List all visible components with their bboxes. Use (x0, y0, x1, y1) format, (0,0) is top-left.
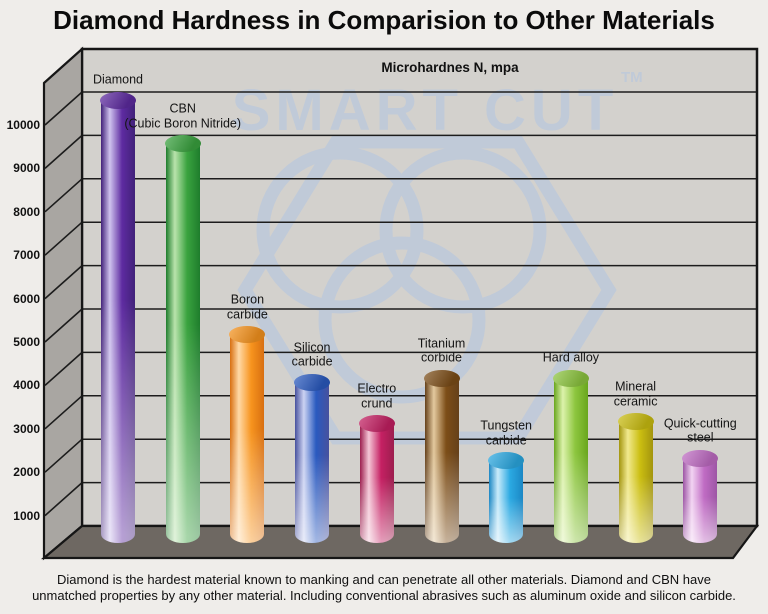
bar-cylinder-boron-carbide (230, 334, 265, 543)
bar-label-cbn-cubic-boron-nitride: CBN (Cubic Boron Nitride) (124, 101, 242, 131)
watermark-logo-ring-right (379, 146, 547, 314)
bar-label-boron-carbide: Boron carbide (226, 292, 268, 321)
tick-hatch-8000 (44, 178, 83, 213)
tick-hatch-5000 (44, 308, 83, 343)
y-tick-label-4000: 4000 (13, 378, 40, 393)
y-tick-label-2000: 2000 (13, 465, 40, 480)
bar-cylinder-tungsten-carbide (489, 460, 524, 543)
trademark-symbol: TM (621, 69, 643, 86)
chart-caption: Diamond is the hardest material known to… (32, 572, 736, 604)
bar-top-ellipse-silicon-carbide (294, 374, 331, 392)
tick-hatch-6000 (44, 265, 83, 300)
watermark-brand-text: SMART CUT (232, 78, 619, 143)
bar-top-ellipse-electro-crund (358, 415, 395, 433)
y-tick-label-1000: 1000 (13, 508, 40, 523)
bar-top-ellipse-boron-carbide (229, 326, 266, 344)
y-tick-label-10000: 10000 (6, 118, 40, 132)
bar-cylinder-quick-cutting-steel (683, 458, 718, 543)
tick-hatch-7000 (44, 222, 83, 256)
y-tick-label-8000: 8000 (13, 204, 40, 219)
tick-hatch-10000 (44, 91, 83, 126)
bar-label-electro-crund: Electro crund (357, 381, 397, 410)
bar-top-ellipse-mineral-ceramic (617, 413, 654, 431)
bar-top-ellipse-titanium-corbide (423, 369, 460, 387)
bar-label-hard-alloy: Hard alloy (542, 350, 600, 365)
bar-top-ellipse-tungsten-carbide (488, 452, 525, 470)
watermark-logo-ring-left (256, 146, 424, 314)
bar-top-ellipse-diamond (100, 92, 136, 109)
bar-label-tungsten-carbide: Tungsten carbide (480, 418, 533, 447)
bar-cylinder-mineral-ceramic (618, 421, 653, 543)
bar-label-diamond: Diamond (92, 72, 144, 87)
watermark-logo-hexagon (237, 135, 617, 445)
side-wall-hatch (44, 91, 83, 517)
page-title: Diamond Hardness in Comparision to Other… (53, 5, 715, 35)
bar-label-silicon-carbide: Silicon carbide (291, 340, 333, 369)
tick-hatch-1000 (44, 482, 83, 517)
bar-cylinder-cbn-cubic-boron-nitride (165, 143, 200, 543)
bar-cylinder-titanium-corbide (424, 378, 459, 543)
y-tick-label-9000: 9000 (13, 161, 40, 176)
side-wall (42, 46, 84, 561)
bar-top-ellipse-cbn-cubic-boron-nitride (164, 135, 201, 153)
bar-cylinder-silicon-carbide (295, 382, 330, 543)
bar-cylinder-hard-alloy (553, 378, 588, 543)
bar-label-titanium-corbide: Titanium corbide (417, 336, 466, 365)
y-tick-label-6000: 6000 (13, 291, 40, 306)
bar-cylinder-diamond (101, 100, 135, 543)
y-tick-label-3000: 3000 (13, 421, 40, 436)
bar-label-mineral-ceramic: Mineral ceramic (613, 379, 658, 408)
tick-hatch-9000 (44, 135, 83, 169)
y-axis-units-label: Microhardnes N, mpa (381, 60, 519, 75)
y-tick-label-5000: 5000 (13, 335, 40, 349)
y-tick-label-7000: 7000 (13, 248, 40, 263)
bar-label-quick-cutting-steel: Quick-cutting steel (663, 416, 737, 445)
bar-top-ellipse-quick-cutting-steel (682, 450, 719, 468)
watermark: SMART CUT TM (232, 69, 643, 445)
tick-hatch-4000 (44, 352, 83, 386)
tick-hatch-2000 (44, 439, 83, 473)
bar-cylinder-electro-crund (359, 423, 394, 543)
watermark-logo-ring-bottom (318, 236, 486, 404)
bar-top-ellipse-hard-alloy (552, 369, 589, 387)
tick-hatch-3000 (44, 395, 83, 430)
